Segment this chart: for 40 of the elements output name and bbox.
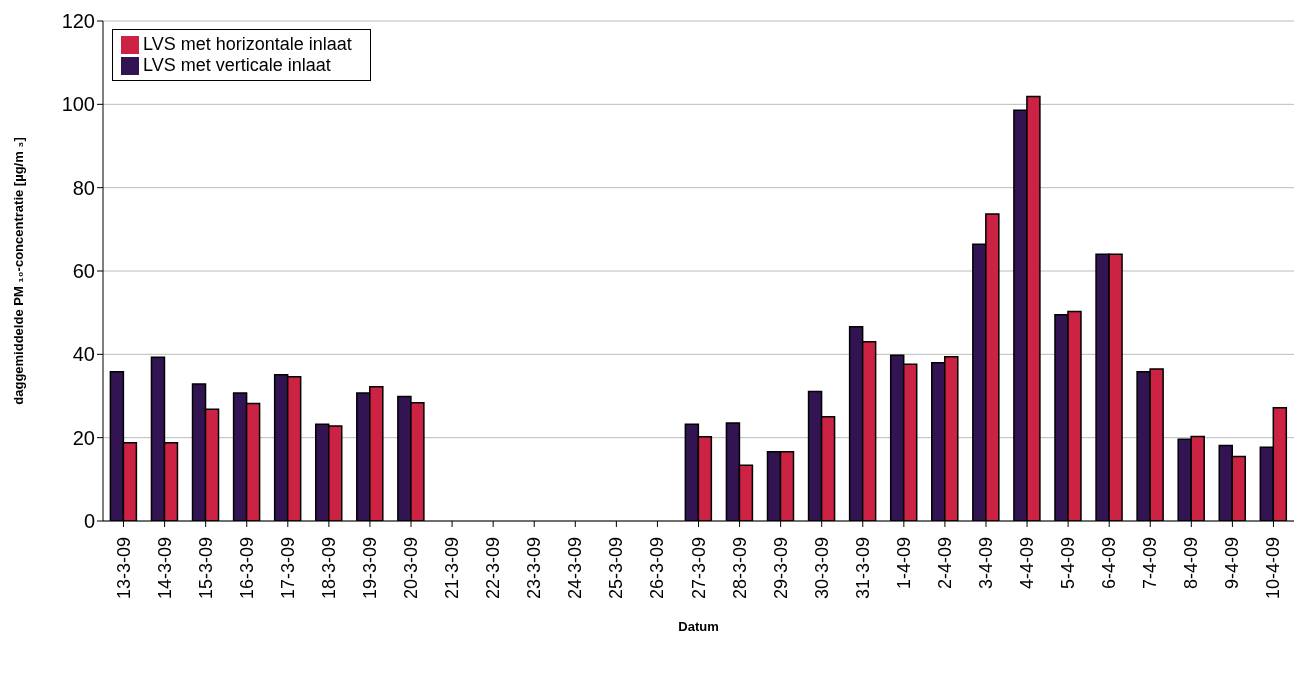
x-tick-label: 23-3-09 [524,537,545,600]
x-tick-label: 29-3-09 [770,537,791,600]
y-tick-label: 20 [72,426,95,449]
x-tick-label: 18-3-09 [318,537,339,600]
x-tick-label: 26-3-09 [647,537,668,600]
x-tick-label: 15-3-09 [195,537,216,600]
legend-label: LVS met horizontale inlaat [143,34,352,54]
x-tick-label: 7-4-09 [1140,537,1161,590]
x-tick-label: 16-3-09 [236,537,257,600]
y-tick-label: 0 [83,510,95,533]
y-tick-label: 120 [61,10,95,33]
x-tick-label: 22-3-09 [483,537,504,600]
y-tick-label: 100 [61,93,95,116]
x-tick-label: 3-4-09 [975,537,996,590]
x-tick-label: 14-3-09 [154,537,175,600]
x-tick-label: 21-3-09 [442,537,463,600]
x-tick-label: 13-3-09 [113,537,134,600]
x-tick-label: 4-4-09 [1017,537,1038,590]
x-tick-label: 30-3-09 [811,537,832,600]
x-tick-label: 9-4-09 [1222,537,1243,590]
x-tick-label: 5-4-09 [1058,537,1079,590]
x-tick-label: 25-3-09 [606,537,627,600]
x-tick-label: 10-4-09 [1263,537,1284,600]
x-axis-title: Datum [678,619,719,634]
y-tick-label: 40 [72,343,95,366]
x-tick-label: 27-3-09 [688,537,709,600]
x-tick-label: 31-3-09 [852,537,873,600]
x-tick-label: 19-3-09 [359,537,380,600]
x-tick-label: 1-4-09 [893,537,914,590]
y-tick-label: 60 [72,260,95,283]
x-tick-label: 20-3-09 [401,537,422,600]
y-axis-title: daggemiddelde PM ₁₀-concentratie [µg/m ₃] [10,137,26,405]
x-tick-label: 6-4-09 [1099,537,1120,590]
x-tick-label: 28-3-09 [729,537,750,600]
x-tick-label: 17-3-09 [277,537,298,600]
x-tick-label: 2-4-09 [934,537,955,590]
legend-label: LVS met verticale inlaat [143,55,331,75]
x-tick-label: 24-3-09 [565,537,586,600]
x-tick-label: 8-4-09 [1181,537,1202,590]
y-tick-label: 80 [72,176,95,199]
